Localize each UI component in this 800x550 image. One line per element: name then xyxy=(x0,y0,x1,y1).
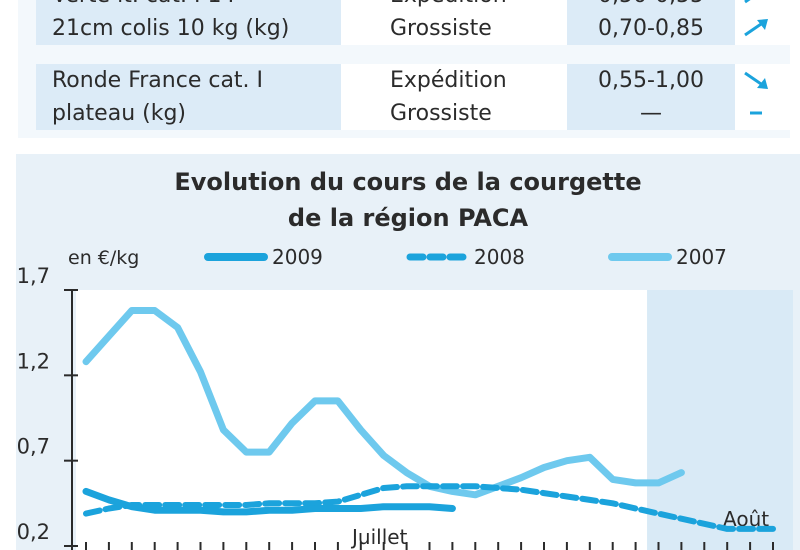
product-cell: Verte it. cat. I 14- 21cm colis 10 kg (k… xyxy=(36,0,341,45)
legend-label: 2007 xyxy=(676,245,727,269)
y-tick-label: 1,7 xyxy=(17,264,50,288)
trend-arrow-shaft xyxy=(744,0,751,4)
chart-panel: Evolution du cours de la courgette de la… xyxy=(16,154,800,550)
price-cell: 0,50-0,55 0,70-0,85 xyxy=(567,0,735,45)
price-table: Verte it. cat. I 14- 21cm colis 10 kg (k… xyxy=(18,0,790,138)
product-line: plateau (kg) xyxy=(52,101,187,126)
product-cell: Ronde France cat. I plateau (kg) xyxy=(36,64,341,130)
chart-title-line-1: Evolution du cours de la courgette xyxy=(174,168,642,196)
price-value: — xyxy=(640,101,662,126)
chart-title-line-2: de la région PACA xyxy=(287,204,529,232)
series-line-2007 xyxy=(82,307,685,499)
series-line-2009 xyxy=(82,487,456,516)
trend-arrow-head xyxy=(757,78,768,89)
trend-down-icon xyxy=(744,71,768,89)
y-tick-label: 1,2 xyxy=(17,349,50,373)
trend-up-icon xyxy=(744,19,768,37)
trend-arrow-head xyxy=(757,19,768,30)
month-label: Juillet xyxy=(350,525,408,549)
trend-arrows xyxy=(744,0,768,115)
price-value: 0,50-0,55 xyxy=(567,0,735,12)
y-axis-label: en €/kg xyxy=(68,247,139,269)
trend-up-icon xyxy=(744,0,751,4)
stage-label: Grossiste xyxy=(390,101,492,126)
stage-label: Expédition xyxy=(390,0,567,12)
stage-cell: Expédition Grossiste xyxy=(341,0,567,45)
price-value: 0,55-1,00 xyxy=(598,68,704,93)
price-cell: 0,55-1,00 — xyxy=(567,64,735,130)
aout-band xyxy=(647,290,793,550)
product-line: 21cm colis 10 kg (kg) xyxy=(52,16,290,41)
product-line: Ronde France cat. I xyxy=(52,68,264,93)
price-value: 0,70-0,85 xyxy=(598,16,704,41)
stage-cell: Expédition Grossiste xyxy=(341,64,567,130)
legend-label: 2009 xyxy=(272,245,323,269)
y-tick-label: 0,2 xyxy=(17,520,50,544)
stage-label: Grossiste xyxy=(390,16,492,41)
trend-cell xyxy=(735,64,790,130)
series-line-2008 xyxy=(83,483,776,532)
legend-label: 2008 xyxy=(474,245,525,269)
product-line: Verte it. cat. I 14- xyxy=(52,0,341,12)
stage-label: Expédition xyxy=(390,68,507,93)
y-tick-label: 0,7 xyxy=(17,435,50,459)
